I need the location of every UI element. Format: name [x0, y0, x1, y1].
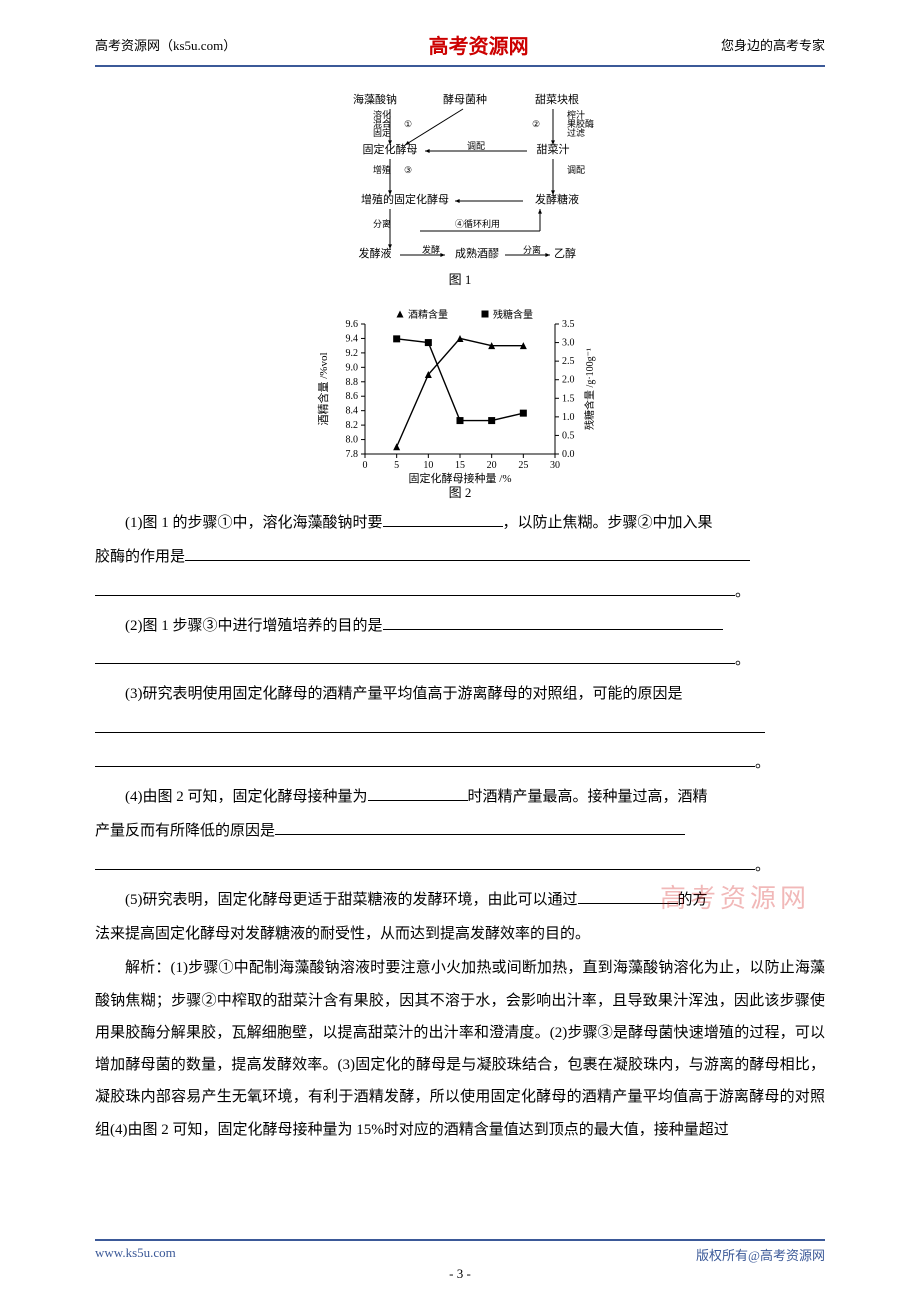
svg-text:1.5: 1.5	[562, 393, 575, 404]
svg-text:5: 5	[394, 460, 399, 471]
svg-text:2.5: 2.5	[562, 356, 575, 367]
svg-text:0.0: 0.0	[562, 449, 575, 460]
svg-text:10: 10	[423, 460, 433, 471]
svg-text:8.8: 8.8	[346, 377, 359, 388]
svg-text:9.0: 9.0	[346, 362, 359, 373]
svg-text:8.2: 8.2	[346, 420, 359, 431]
question-2-line1: (2)图 1 步骤③中进行增殖培养的目的是	[95, 610, 825, 642]
svg-text:酒精含量: 酒精含量	[408, 308, 448, 321]
svg-text:20: 20	[487, 460, 497, 471]
svg-text:过滤: 过滤	[567, 127, 585, 138]
page-content: 海藻酸钠酵母菌种甜菜块根固定化酵母甜菜汁增殖的固定化酵母发酵糖液发酵液成熟酒醪乙…	[0, 67, 920, 1146]
page-header: 高考资源网（ks5u.com） 高考资源网 您身边的高考专家	[0, 0, 920, 59]
header-left: 高考资源网（ks5u.com）	[95, 35, 236, 54]
footer-left-url: www.ks5u.com	[95, 1245, 176, 1264]
svg-text:甜菜块根: 甜菜块根	[535, 92, 579, 106]
svg-text:增殖: 增殖	[373, 164, 391, 175]
svg-text:成熟酒醪: 成熟酒醪	[455, 246, 499, 260]
question-4-line2: 产量反而有所降低的原因是	[95, 815, 825, 847]
svg-text:15: 15	[455, 460, 465, 471]
header-right: 您身边的高考专家	[721, 35, 825, 54]
svg-text:乙醇: 乙醇	[554, 246, 576, 260]
svg-text:①: ①	[404, 119, 412, 129]
svg-text:30: 30	[550, 460, 560, 471]
svg-text:发酵糖液: 发酵糖液	[535, 192, 579, 206]
svg-text:9.6: 9.6	[346, 319, 359, 330]
svg-text:②: ②	[532, 119, 540, 129]
svg-text:酵母菌种: 酵母菌种	[443, 92, 487, 106]
question-1-line1: (1)图 1 的步骤①中，溶化海藻酸钠时要，以防止焦糊。步骤②中加入果	[95, 507, 825, 539]
svg-text:分离: 分离	[523, 244, 541, 255]
svg-text:图 2: 图 2	[449, 485, 472, 500]
svg-text:8.4: 8.4	[346, 406, 359, 417]
svg-text:25: 25	[518, 460, 528, 471]
question-3-line3: 。	[95, 747, 825, 779]
svg-text:调配: 调配	[467, 141, 485, 151]
question-3-line2	[95, 713, 825, 745]
svg-text:7.8: 7.8	[346, 449, 359, 460]
question-4-line1: (4)由图 2 可知，固定化酵母接种量为时酒精产量最高。接种量过高，酒精	[95, 781, 825, 813]
svg-text:0.5: 0.5	[562, 430, 575, 441]
question-4-line3: 。	[95, 850, 825, 882]
svg-text:3.0: 3.0	[562, 338, 575, 349]
question-5-line2: 法来提高固定化酵母对发酵糖液的耐受性，从而达到提高发酵效率的目的。	[95, 918, 825, 950]
svg-text:分离: 分离	[373, 218, 391, 229]
svg-text:固定化酵母接种量 /%: 固定化酵母接种量 /%	[409, 471, 512, 485]
question-1-line3: 。	[95, 576, 825, 608]
svg-text:发酵液: 发酵液	[359, 246, 392, 260]
question-2-line2: 。	[95, 644, 825, 676]
footer-divider	[95, 1239, 825, 1241]
page-footer: www.ks5u.com 版权所有@高考资源网 - 3 -	[95, 1239, 825, 1282]
svg-text:图 1: 图 1	[449, 272, 472, 287]
footer-right-copyright: 版权所有@高考资源网	[696, 1245, 825, 1264]
watermark-text: 高考资源网	[660, 878, 810, 915]
svg-text:3.5: 3.5	[562, 319, 575, 330]
svg-text:发酵: 发酵	[422, 244, 440, 255]
svg-text:8.6: 8.6	[346, 391, 359, 402]
svg-text:酒精含量 /%vol: 酒精含量 /%vol	[316, 352, 330, 425]
svg-text:调配: 调配	[567, 165, 585, 175]
svg-text:2.0: 2.0	[562, 375, 575, 386]
svg-text:残糖含量: 残糖含量	[493, 308, 533, 321]
svg-text:9.2: 9.2	[346, 348, 359, 359]
svg-text:海藻酸钠: 海藻酸钠	[353, 92, 397, 106]
svg-text:1.0: 1.0	[562, 412, 575, 423]
svg-text:增殖的固定化酵母: 增殖的固定化酵母	[361, 192, 449, 206]
question-1-line2: 胶酶的作用是	[95, 541, 825, 573]
svg-text:固定: 固定	[373, 127, 391, 138]
svg-text:8.0: 8.0	[346, 435, 359, 446]
page-number: - 3 -	[95, 1266, 825, 1282]
figure-2-chart: 0 5 10 15 20 25 30 7.8 8.0 8.2 8.4 8.6 8.8 9.0 9.2 9.4 9…	[95, 296, 825, 501]
svg-text:9.4: 9.4	[346, 333, 359, 344]
header-center-brand: 高考资源网	[429, 30, 529, 59]
svg-text:残糖含量 /g·100g⁻¹: 残糖含量 /g·100g⁻¹	[583, 348, 596, 430]
svg-text:0: 0	[363, 460, 368, 471]
svg-text:④循环利用: ④循环利用	[455, 218, 500, 229]
svg-text:③: ③	[404, 165, 412, 175]
figure-1-flowchart: 海藻酸钠酵母菌种甜菜块根固定化酵母甜菜汁增殖的固定化酵母发酵糖液发酵液成熟酒醪乙…	[95, 85, 825, 290]
answer-paragraph: 解析：(1)步骤①中配制海藻酸钠溶液时要注意小火加热或间断加热，直到海藻酸钠溶化…	[95, 952, 825, 1146]
question-3-line1: (3)研究表明使用固定化酵母的酒精产量平均值高于游离酵母的对照组，可能的原因是	[95, 678, 825, 710]
